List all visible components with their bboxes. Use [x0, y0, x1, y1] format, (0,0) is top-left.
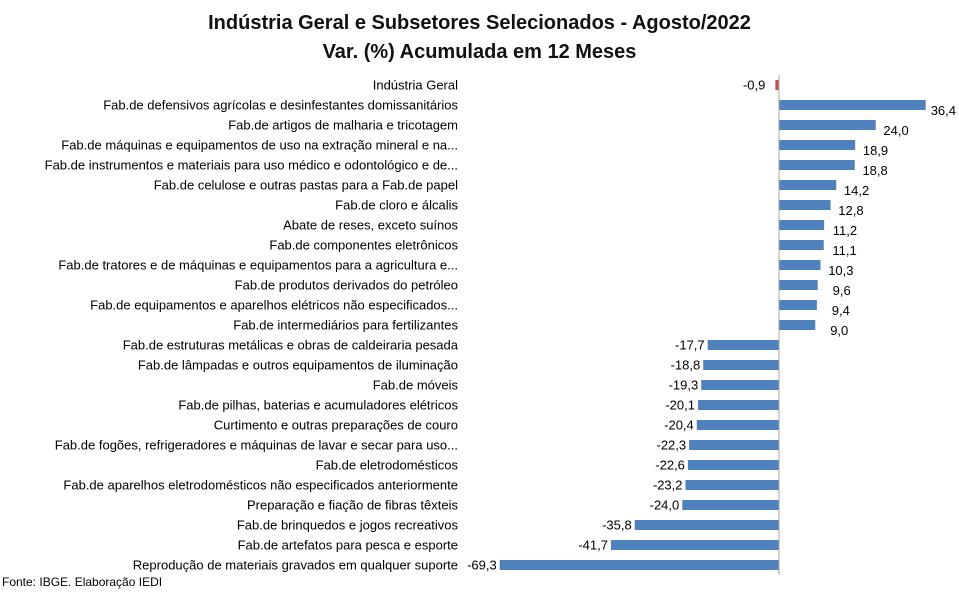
- value-label: -20,4: [664, 418, 694, 433]
- chart-title: Indústria Geral e Subsetores Selecionado…: [208, 12, 751, 34]
- bar: [779, 280, 818, 290]
- value-label: -23,2: [653, 478, 683, 493]
- value-label: 18,8: [862, 163, 887, 178]
- value-label: 9,0: [830, 323, 848, 338]
- category-label: Fab.de cloro e álcalis: [335, 198, 458, 213]
- category-label: Fab.de intermediários para fertilizantes: [233, 318, 458, 333]
- category-label: Fab.de produtos derivados do petróleo: [235, 278, 458, 293]
- bar: [779, 320, 816, 330]
- category-label: Abate de reses, exceto suínos: [283, 218, 458, 233]
- bar: [610, 540, 779, 550]
- category-label: Fab.de artigos de malharia e tricotagem: [228, 118, 458, 133]
- category-label: Fab.de móveis: [373, 378, 459, 393]
- bar: [687, 460, 779, 470]
- category-label: Fab.de instrumentos e materiais para uso…: [45, 158, 458, 173]
- bar: [779, 220, 825, 230]
- category-label: Curtimento e outras preparações de couro: [214, 418, 458, 433]
- bar: [689, 440, 779, 450]
- bar: [696, 420, 779, 430]
- bar: [779, 240, 824, 250]
- value-label: 11,2: [833, 223, 857, 238]
- bar: [697, 400, 779, 410]
- value-label: 10,3: [828, 263, 853, 278]
- bar: [779, 160, 855, 170]
- category-label: Fab.de defensivos agrícolas e desinfesta…: [103, 98, 458, 113]
- value-label: 14,2: [844, 183, 869, 198]
- category-label: Fab.de artefatos para pesca e esporte: [238, 538, 458, 553]
- value-label: -35,8: [602, 518, 632, 533]
- value-label: 9,6: [833, 283, 851, 298]
- category-label: Fab.de aparelhos eletrodomésticos não es…: [63, 478, 458, 493]
- bar: [499, 560, 779, 570]
- category-label: Fab.de máquinas e equipamentos de uso na…: [61, 138, 458, 153]
- category-label: Fab.de fogões, refrigeradores e máquinas…: [55, 438, 458, 453]
- value-label: -20,1: [665, 398, 695, 413]
- bar: [779, 200, 831, 210]
- value-label: -69,3: [467, 558, 497, 573]
- value-label: 9,4: [832, 303, 850, 318]
- value-label: -18,8: [671, 358, 701, 373]
- bar: [701, 380, 779, 390]
- category-label: Fab.de componentes eletrônicos: [269, 238, 458, 253]
- bar: [634, 520, 779, 530]
- value-label: -22,6: [655, 458, 685, 473]
- value-label: -0,9: [743, 78, 765, 93]
- chart-subtitle: Var. (%) Acumulada em 12 Meses: [322, 41, 637, 63]
- value-label: -22,3: [656, 438, 686, 453]
- value-label: 18,9: [863, 143, 888, 158]
- category-label: Preparação e fiação de fibras têxteis: [247, 498, 459, 513]
- bar: [685, 480, 779, 490]
- bar: [779, 300, 817, 310]
- category-label: Fab.de equipamentos e aparelhos elétrico…: [90, 298, 458, 313]
- category-label: Fab.de celulose e outras pastas para a F…: [154, 178, 458, 193]
- bar: [779, 100, 926, 110]
- bar: [779, 140, 856, 150]
- value-label: 24,0: [883, 123, 908, 138]
- value-label: -17,7: [675, 338, 705, 353]
- category-label: Fab.de estruturas metálicas e obras de c…: [123, 338, 459, 353]
- category-label: Indústria Geral: [373, 78, 458, 93]
- value-label: -19,3: [669, 378, 699, 393]
- category-label: Fab.de lâmpadas e outros equipamentos de…: [138, 358, 458, 373]
- value-label: 12,8: [838, 203, 863, 218]
- bar: [779, 120, 876, 130]
- category-label: Fab.de pilhas, baterias e acumuladores e…: [178, 398, 458, 413]
- category-label: Fab.de eletrodomésticos: [316, 458, 459, 473]
- source-note: Fonte: IBGE. Elaboração IEDI: [2, 575, 163, 589]
- bar: [779, 260, 821, 270]
- value-label: -24,0: [650, 498, 680, 513]
- category-label: Fab.de brinquedos e jogos recreativos: [237, 518, 459, 533]
- category-label: Reprodução de materiais gravados em qual…: [133, 558, 458, 573]
- category-label: Fab.de tratores e de máquinas e equipame…: [58, 258, 458, 273]
- bar: [707, 340, 779, 350]
- bar: [775, 80, 779, 90]
- value-label: -41,7: [578, 538, 608, 553]
- bar: [682, 500, 779, 510]
- bar: [779, 180, 837, 190]
- bar: [703, 360, 779, 370]
- value-label: 36,4: [931, 103, 956, 118]
- value-label: 11,1: [832, 243, 856, 258]
